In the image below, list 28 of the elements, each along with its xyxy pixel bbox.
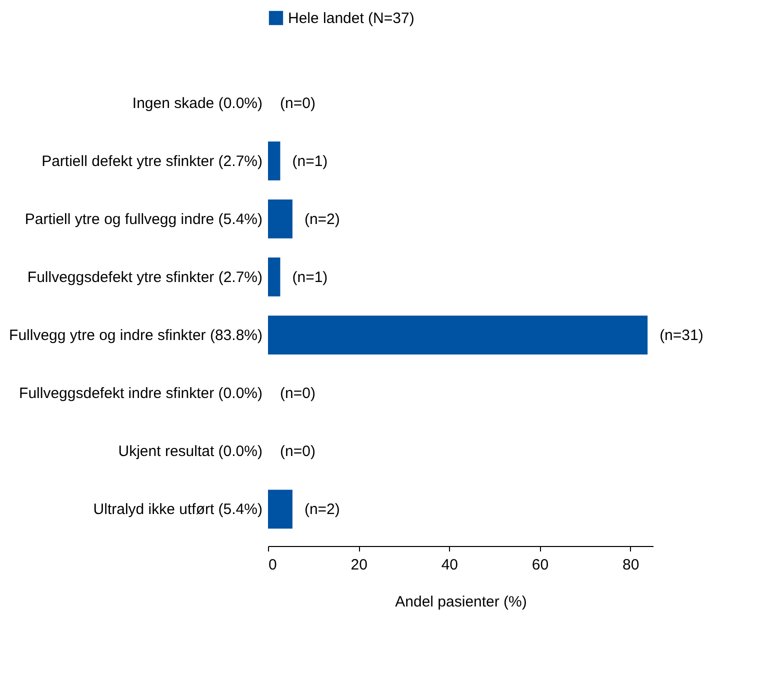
annotation: (n=0) (280, 94, 316, 112)
y-tick-label: Partiell ytre og fullvegg indre (5.4%) (24, 210, 262, 228)
y-tick-label: Fullveggsdefekt indre sfinkter (0.0%) (19, 385, 262, 402)
annotation: (n=0) (280, 443, 316, 460)
x-tick-label: 80 (622, 556, 640, 574)
x-tick-label: 60 (532, 556, 549, 574)
bar (268, 258, 280, 296)
annotation: (n=0) (280, 385, 316, 402)
y-tick-label: Ultralyd ikke utført (5.4%) (93, 501, 262, 518)
y-tick-label: Ukjent resultat (0.0%) (118, 443, 262, 460)
annotation: (n=2) (304, 210, 340, 228)
bar (268, 199, 292, 238)
bar (268, 490, 292, 529)
x-tick-label: 20 (350, 556, 368, 574)
annotation: (n=31) (660, 327, 704, 344)
annotation: (n=2) (304, 501, 340, 518)
y-tick-label: Fullvegg ytre og indre sfinkter (83.8%) (9, 327, 262, 344)
bar (268, 316, 648, 354)
bar (268, 141, 280, 180)
x-tick-label: 40 (441, 556, 458, 574)
x-tick-label: 0 (268, 556, 277, 574)
legend-label: Hele landet (N=37) (288, 10, 414, 27)
y-tick-label: Ingen skade (0.0%) (132, 94, 263, 112)
annotation: (n=1) (292, 152, 328, 170)
y-tick-label: Partiell defekt ytre sfinkter (2.7%) (42, 152, 262, 170)
y-tick-label: Fullveggsdefekt ytre sfinkter (2.7%) (27, 268, 263, 286)
x-axis-title: Andel pasienter (%) (395, 594, 527, 610)
annotation: (n=1) (292, 268, 328, 286)
